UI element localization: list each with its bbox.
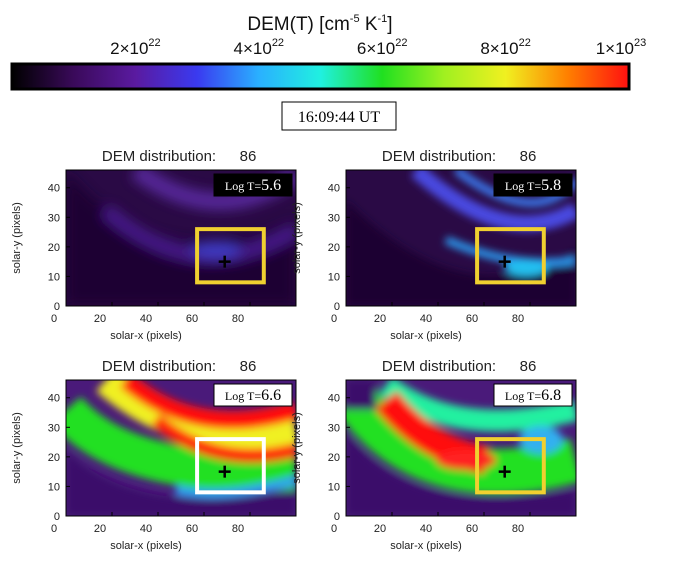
x-tick-label: 40 [140, 523, 152, 535]
plus-marker-icon [498, 255, 511, 268]
y-tick-label: 0 [334, 511, 340, 523]
y-tick-label: 20 [48, 242, 60, 254]
colorbar-tick-label: 1×1023 [596, 37, 647, 58]
log-t-label: Log T=6.6 [213, 383, 293, 407]
axes-frame [345, 169, 577, 307]
dem-panel-6.6: DEM distribution: 86 0 20 40 60 80 0 10 20 30 40 sol… [11, 358, 297, 552]
y-tick-label: 40 [328, 393, 340, 405]
y-tick-label: 40 [48, 183, 60, 195]
colorbar-tick-label: 2×1022 [110, 37, 161, 58]
y-tick-label: 0 [54, 301, 60, 313]
log-t-label: Log T=5.6 [213, 173, 293, 197]
y-axis-label: solar-y (pixels) [11, 412, 23, 484]
dem-panel-5.6: DEM distribution: 86 0 20 40 60 80 0 10 20 30 40 sol… [11, 148, 297, 342]
y-axis-label: solar-y (pixels) [291, 412, 303, 484]
x-tick-label: 80 [232, 313, 244, 325]
x-tick-label: 60 [466, 313, 478, 325]
x-axis-label: solar-x (pixels) [110, 330, 182, 342]
x-tick-label: 0 [51, 523, 57, 535]
x-tick-label: 80 [232, 523, 244, 535]
y-axis-label: solar-y (pixels) [11, 202, 23, 274]
axes-frame [65, 169, 297, 307]
colorbar-title: DEM(T) [cm-5 K-1] [247, 13, 392, 35]
y-tick-label: 20 [328, 242, 340, 254]
timestamp-box [281, 101, 397, 131]
y-tick-label: 40 [328, 183, 340, 195]
colorbar-tick-label: 6×1022 [357, 37, 408, 58]
panel-title-value: 86 [240, 358, 257, 375]
x-tick-label: 0 [51, 313, 57, 325]
x-tick-label: 60 [186, 523, 198, 535]
y-tick-label: 40 [48, 393, 60, 405]
y-tick-label: 10 [328, 271, 340, 283]
log-t-label: Log T=5.8 [493, 173, 573, 197]
region-box [195, 437, 266, 495]
panel-title: DEM distribution: [382, 358, 496, 375]
y-tick-label: 30 [328, 212, 340, 224]
region-box [475, 437, 546, 495]
svg-text:Log T=5.6: Log T=5.6 [225, 177, 281, 194]
x-axis-label: solar-x (pixels) [110, 540, 182, 552]
plus-marker-icon [218, 465, 231, 478]
panel-title-value: 86 [240, 148, 257, 165]
y-tick-label: 30 [48, 212, 60, 224]
axes-frame [65, 379, 297, 517]
panel-title: DEM distribution: [102, 358, 216, 375]
x-tick-label: 80 [512, 313, 524, 325]
x-tick-label: 60 [466, 523, 478, 535]
timestamp: 16:09:44 UT [298, 109, 380, 126]
y-tick-label: 0 [334, 301, 340, 313]
colorbar [10, 62, 631, 91]
y-tick-label: 10 [48, 481, 60, 493]
panel-title: DEM distribution: [102, 148, 216, 165]
x-tick-label: 0 [331, 523, 337, 535]
x-tick-label: 40 [140, 313, 152, 325]
plus-marker-icon [498, 465, 511, 478]
svg-text:Log T=6.6: Log T=6.6 [225, 387, 281, 404]
y-tick-label: 10 [48, 271, 60, 283]
colorbar-tick-label: 8×1022 [480, 37, 531, 58]
colorbar-tick-label: 4×1022 [234, 37, 285, 58]
x-tick-label: 60 [186, 313, 198, 325]
y-tick-label: 20 [48, 452, 60, 464]
plus-marker-icon [218, 255, 231, 268]
y-tick-label: 0 [54, 511, 60, 523]
region-box [195, 227, 266, 285]
x-tick-label: 20 [374, 523, 386, 535]
x-tick-label: 80 [512, 523, 524, 535]
x-tick-label: 20 [94, 523, 106, 535]
x-axis-label: solar-x (pixels) [390, 330, 462, 342]
panel-title-value: 86 [520, 358, 537, 375]
x-tick-label: 0 [331, 313, 337, 325]
svg-text:Log T=5.8: Log T=5.8 [505, 177, 561, 194]
axes-frame [345, 379, 577, 517]
colorbar-tick-labels: 2×1022 4×1022 6×1022 8×1022 1×1023 [110, 37, 646, 58]
x-tick-label: 40 [420, 523, 432, 535]
panel-title-value: 86 [520, 148, 537, 165]
x-tick-label: 20 [94, 313, 106, 325]
y-tick-label: 30 [48, 422, 60, 434]
y-tick-label: 30 [328, 422, 340, 434]
x-tick-label: 20 [374, 313, 386, 325]
dem-panel-5.8: DEM distribution: 86 0 20 40 60 80 0 10 20 30 40 sol… [291, 148, 577, 342]
region-box [475, 227, 546, 285]
y-axis-label: solar-y (pixels) [291, 202, 303, 274]
y-tick-label: 10 [328, 481, 340, 493]
x-axis-label: solar-x (pixels) [390, 540, 462, 552]
y-tick-label: 20 [328, 452, 340, 464]
panel-title: DEM distribution: [382, 148, 496, 165]
dem-panel-6.8: DEM distribution: 86 0 20 40 60 80 0 10 20 30 40 sol… [291, 358, 577, 552]
x-tick-label: 40 [420, 313, 432, 325]
svg-text:Log T=6.8: Log T=6.8 [505, 387, 561, 404]
log-t-label: Log T=6.8 [493, 383, 573, 407]
